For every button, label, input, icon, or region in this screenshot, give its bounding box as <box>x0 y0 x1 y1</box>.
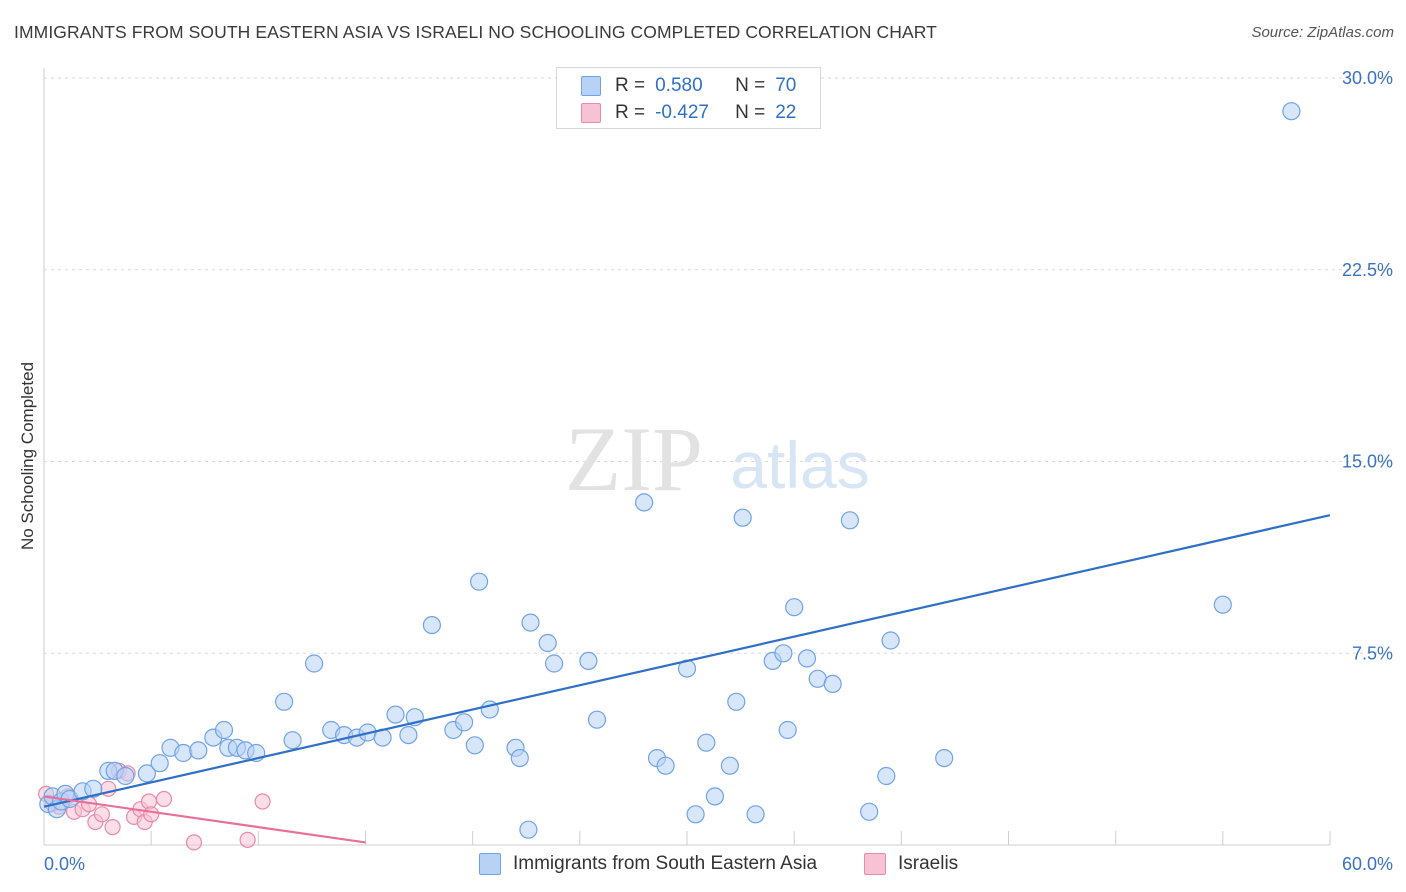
immigrants-point <box>733 508 752 527</box>
immigrants-point <box>697 733 716 752</box>
immigrants-point <box>137 764 156 783</box>
watermark-zip: ZIP <box>565 408 703 510</box>
legend-n-label: N = <box>735 102 766 123</box>
immigrants-point <box>465 736 484 755</box>
immigrants-point <box>386 705 405 724</box>
legend-n-label: N = <box>735 75 766 96</box>
israelis-point <box>239 831 256 849</box>
immigrants-point <box>422 615 441 635</box>
legend-row-immigrants: R = 0.580 N = 70 <box>581 74 796 98</box>
legend-r-label: R = <box>615 102 646 123</box>
y-tick-label: 7.5% <box>1352 643 1393 663</box>
legend-r-value: -0.427 <box>655 102 709 123</box>
bottom-legend-swatch-immigrants <box>479 853 501 875</box>
immigrants-points <box>39 102 1301 839</box>
legend-n-value: 22 <box>775 102 797 123</box>
immigrants-point <box>686 805 705 824</box>
immigrants-point <box>189 741 208 760</box>
chart-title: IMMIGRANTS FROM SOUTH EASTERN ASIA VS IS… <box>14 22 937 42</box>
immigrants-point <box>84 779 103 798</box>
israelis-point <box>155 790 173 808</box>
immigrants-point <box>544 654 564 673</box>
tick-labels: 7.5% 15.0% 22.5% 30.0% 0.0% 60.0% <box>44 68 1393 874</box>
immigrants-point <box>521 613 540 632</box>
correlation-legend: R = 0.580 N = 70 R = -0.427 N = 22 <box>556 67 821 129</box>
immigrants-point <box>283 731 302 750</box>
israelis-point <box>185 834 203 851</box>
immigrants-point <box>823 674 842 694</box>
bottom-legend-israelis: Israelis <box>864 852 958 876</box>
immigrants-point <box>746 805 765 824</box>
immigrants-point <box>1282 102 1301 121</box>
legend-r-label: R = <box>615 75 646 96</box>
israelis-point <box>254 793 271 810</box>
bottom-legend-immigrants: Immigrants from South Eastern Asia <box>479 852 817 876</box>
y-axis-label: No Schooling Completed <box>18 361 37 551</box>
immigrants-point <box>935 748 954 768</box>
trend-lines <box>43 514 1331 844</box>
immigrants-point <box>519 820 538 839</box>
x-tick-label: 0.0% <box>44 854 85 874</box>
immigrants-point <box>705 787 725 806</box>
immigrants-point <box>860 802 879 821</box>
immigrants-point <box>634 493 654 512</box>
immigrants-point <box>587 710 607 729</box>
legend-row-israelis: R = -0.427 N = 22 <box>581 101 796 125</box>
immigrants-point <box>579 651 598 671</box>
immigrants-point <box>538 633 557 653</box>
israelis-point <box>93 806 111 823</box>
israelis-point <box>143 806 160 823</box>
israelis-trend-line <box>43 795 366 844</box>
immigrants-trend-line <box>43 514 1331 808</box>
y-tick-label: 22.5% <box>1342 260 1393 280</box>
immigrants-point <box>881 631 900 650</box>
axes <box>43 68 1331 846</box>
immigrants-point <box>877 766 896 786</box>
immigrants-point <box>214 720 234 740</box>
immigrants-point <box>116 766 135 786</box>
source-label: Source: ZipAtlas.com <box>1251 24 1394 41</box>
bottom-legend-label-israelis: Israelis <box>898 853 959 874</box>
immigrants-point <box>510 748 529 768</box>
legend-swatch-immigrants <box>581 76 601 96</box>
immigrants-point <box>778 720 797 740</box>
gridlines <box>44 77 1392 654</box>
immigrants-point <box>305 654 324 673</box>
legend-swatch-israelis <box>581 103 601 123</box>
y-tick-label: 15.0% <box>1342 452 1393 472</box>
immigrants-point <box>727 692 746 711</box>
legend-n-value: 70 <box>775 75 797 96</box>
bottom-legend-label-immigrants: Immigrants from South Eastern Asia <box>513 853 818 874</box>
immigrants-point <box>174 743 193 763</box>
immigrants-point <box>399 725 418 745</box>
legend-r-value: 0.580 <box>655 75 703 96</box>
watermark-atlas: atlas <box>730 428 869 502</box>
immigrants-point <box>150 754 169 773</box>
y-tick-label: 30.0% <box>1342 68 1393 88</box>
immigrants-point <box>656 756 675 775</box>
bottom-legend-swatch-israelis <box>864 853 886 875</box>
immigrants-point <box>840 511 860 530</box>
immigrants-point <box>797 649 817 668</box>
immigrants-point <box>785 598 804 617</box>
immigrants-point <box>720 756 740 775</box>
x-tick-label: 60.0% <box>1342 854 1393 874</box>
israelis-point <box>104 818 121 836</box>
immigrants-point <box>455 713 474 732</box>
immigrants-point <box>275 692 294 711</box>
immigrants-point <box>1213 595 1232 614</box>
immigrants-point <box>774 644 793 663</box>
immigrants-point <box>470 572 489 591</box>
